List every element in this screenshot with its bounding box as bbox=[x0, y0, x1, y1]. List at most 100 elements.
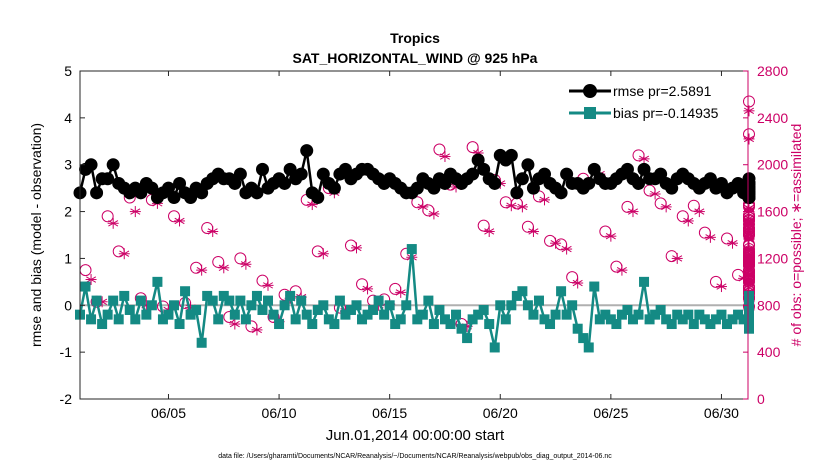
rmse-marker bbox=[338, 162, 352, 176]
bias-marker bbox=[80, 281, 91, 292]
bias-marker bbox=[744, 314, 754, 325]
rmse-marker bbox=[410, 181, 424, 195]
obs-assimilated-marker bbox=[207, 225, 219, 237]
bias-marker bbox=[661, 314, 672, 325]
bias-marker bbox=[108, 295, 119, 306]
rmse-marker bbox=[538, 167, 552, 181]
bias-marker bbox=[97, 319, 108, 330]
obs-assimilated-marker bbox=[671, 252, 683, 264]
bias-marker bbox=[500, 314, 511, 325]
rmse-marker bbox=[90, 186, 104, 200]
bias-marker bbox=[345, 304, 356, 315]
bias-marker bbox=[716, 309, 727, 320]
bias-marker bbox=[395, 314, 406, 325]
bias-marker bbox=[257, 304, 268, 315]
rmse-marker bbox=[278, 176, 292, 190]
legend-bias-marker bbox=[584, 107, 596, 119]
y-left-tick-label: 1 bbox=[64, 250, 72, 266]
rmse-marker bbox=[161, 181, 175, 195]
obs-assimilated-marker bbox=[428, 208, 440, 220]
bias-marker bbox=[290, 314, 301, 325]
bias-marker bbox=[191, 304, 202, 315]
rmse-marker bbox=[504, 148, 518, 162]
chart-title: Tropics bbox=[390, 30, 440, 46]
rmse-marker bbox=[632, 176, 646, 190]
rmse-marker bbox=[184, 191, 198, 205]
bias-marker bbox=[556, 286, 567, 297]
obs-assimilated-marker bbox=[196, 264, 208, 276]
bias-marker bbox=[379, 309, 390, 320]
rmse-marker bbox=[521, 158, 535, 172]
obs-assimilated-marker bbox=[704, 231, 716, 243]
bias-marker bbox=[550, 309, 561, 320]
plot-area bbox=[80, 71, 748, 399]
bias-marker bbox=[567, 300, 578, 311]
y-left-tick-label: 3 bbox=[64, 157, 72, 173]
obs-possible-marker bbox=[433, 143, 446, 156]
y-right-tick-label: 800 bbox=[757, 297, 781, 313]
obs-assimilated-marker bbox=[743, 269, 755, 281]
obs-assimilated-marker bbox=[262, 279, 274, 291]
bias-marker bbox=[677, 314, 688, 325]
x-tick-label: 06/20 bbox=[483, 405, 518, 421]
bias-marker bbox=[439, 314, 450, 325]
bias-marker bbox=[561, 309, 572, 320]
rmse-marker bbox=[620, 162, 634, 176]
rmse-marker bbox=[101, 172, 115, 186]
obs-possible-marker bbox=[234, 252, 247, 265]
y-right-tick-label: 1600 bbox=[757, 204, 788, 220]
bias-marker bbox=[357, 314, 368, 325]
bias-marker bbox=[351, 300, 362, 311]
rmse-marker bbox=[311, 191, 325, 205]
bias-marker bbox=[235, 295, 246, 306]
bias-marker bbox=[329, 319, 340, 330]
obs-assimilated-marker bbox=[638, 153, 650, 165]
bias-marker bbox=[578, 333, 589, 344]
bias-marker bbox=[406, 244, 417, 255]
bias-marker bbox=[307, 319, 318, 330]
obs-assimilated-marker bbox=[229, 318, 241, 330]
bias-marker bbox=[605, 314, 616, 325]
bias-marker bbox=[141, 309, 152, 320]
y-right-tick-label: 400 bbox=[757, 344, 781, 360]
rmse-marker bbox=[554, 186, 568, 200]
rmse-marker bbox=[510, 186, 524, 200]
rmse-marker bbox=[466, 167, 480, 181]
obs-assimilated-marker bbox=[550, 237, 562, 249]
rmse-marker bbox=[654, 167, 668, 181]
obs-assimilated-marker bbox=[715, 281, 727, 293]
rmse-marker bbox=[742, 186, 756, 200]
bias-marker bbox=[583, 342, 594, 353]
obs-assimilated-marker bbox=[660, 201, 672, 213]
obs-assimilated-marker bbox=[743, 234, 755, 246]
obs-assimilated-marker bbox=[743, 279, 755, 291]
bias-marker bbox=[86, 314, 97, 325]
x-tick-label: 06/25 bbox=[593, 405, 628, 421]
rmse-marker bbox=[471, 153, 485, 167]
obs-assimilated-marker bbox=[350, 242, 362, 254]
rmse-marker bbox=[145, 181, 159, 195]
bias-marker bbox=[373, 295, 384, 306]
rmse-marker bbox=[195, 186, 209, 200]
bias-marker bbox=[611, 319, 622, 330]
bias-marker bbox=[699, 314, 710, 325]
obs-assimilated-marker bbox=[251, 324, 263, 336]
y-axis-left-label: rmse and bias (model - observation) bbox=[28, 123, 44, 347]
bias-marker bbox=[694, 309, 705, 320]
bias-marker bbox=[655, 304, 666, 315]
y-right-tick-label: 0 bbox=[757, 391, 765, 407]
bias-marker bbox=[489, 342, 500, 353]
obs-assimilated-marker bbox=[129, 206, 141, 218]
obs-assimilated-marker bbox=[693, 206, 705, 218]
bias-marker bbox=[263, 295, 274, 306]
obs-assimilated-marker bbox=[118, 248, 130, 260]
rmse-marker bbox=[587, 162, 601, 176]
bias-marker bbox=[152, 276, 163, 287]
obs-possible-marker bbox=[466, 141, 479, 154]
bias-marker bbox=[744, 290, 754, 301]
bias-marker bbox=[384, 300, 395, 311]
rmse-marker bbox=[300, 144, 314, 158]
bias-marker bbox=[644, 314, 655, 325]
